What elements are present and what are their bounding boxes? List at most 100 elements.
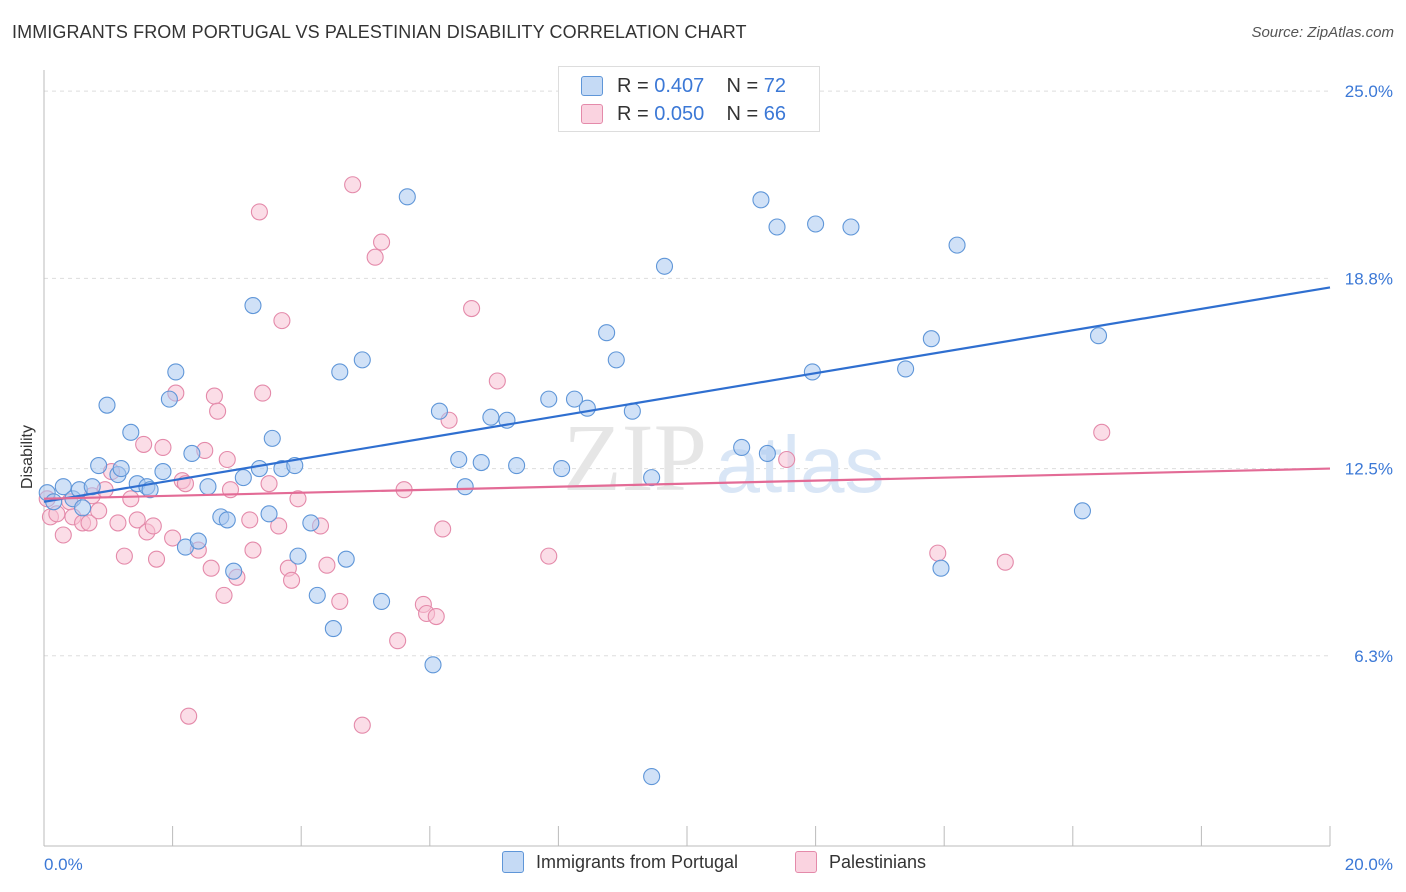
portugal-point: [456, 478, 474, 496]
legend-item-portugal[interactable]: Immigrants from Portugal: [502, 851, 738, 873]
portugal-point: [244, 296, 262, 315]
palestinians-point: [254, 384, 272, 402]
palestinians-point: [90, 502, 108, 520]
legend-swatch-palestinians: [795, 851, 817, 873]
portugal-point: [768, 218, 786, 236]
portugal-point: [218, 511, 236, 529]
portugal-point: [508, 456, 526, 475]
y-tick-label: 12.5%: [1345, 460, 1393, 479]
portugal-point: [263, 429, 281, 447]
palestinians-point: [154, 438, 172, 456]
portugal-point: [450, 450, 468, 469]
portugal-point: [807, 215, 825, 233]
palestinians-point: [164, 529, 182, 547]
palestinians-point: [218, 450, 236, 469]
palestinians-point: [283, 571, 301, 589]
palestinians-point: [109, 514, 127, 532]
portugal-r-value: 0.407: [654, 74, 705, 97]
axes: [43, 70, 1331, 847]
palestinians-swatch: [581, 104, 603, 124]
portugal-point: [430, 402, 448, 420]
portugal-point: [160, 390, 178, 408]
portugal-n-value: 72: [763, 74, 787, 97]
portugal-point: [1089, 327, 1108, 345]
portugal-point: [189, 532, 207, 550]
palestinians-point: [463, 299, 481, 318]
palestinians-point: [344, 176, 362, 194]
portugal-point: [260, 505, 278, 523]
stats-legend: R = 0.407 N = 72 R = 0.050 N = 66: [558, 66, 820, 132]
portugal-point: [234, 469, 252, 487]
portugal-point: [289, 547, 307, 565]
legend-label-portugal: Immigrants from Portugal: [536, 851, 739, 872]
portugal-point: [308, 586, 326, 604]
legend-swatch-portugal: [502, 851, 524, 873]
y-tick-label: 18.8%: [1345, 269, 1393, 288]
portugal-point: [112, 460, 130, 478]
portugal-point: [250, 460, 268, 478]
palestinians-point: [488, 372, 506, 390]
palestinians-point: [434, 520, 452, 538]
palestinians-point: [180, 707, 198, 725]
palestinians-r-label: R =: [617, 102, 649, 125]
portugal-point: [607, 351, 625, 369]
portugal-point: [424, 656, 442, 674]
portugal-n-label: N =: [726, 74, 759, 97]
portugal-point: [655, 257, 674, 275]
palestinians-point: [331, 592, 349, 610]
palestinians-point: [147, 550, 166, 568]
portugal-point: [842, 218, 860, 236]
palestinians-point: [135, 435, 153, 453]
palestinians-point: [273, 312, 291, 330]
palestinians-point: [929, 544, 947, 562]
portugal-point: [578, 399, 596, 417]
palestinians-point: [353, 716, 371, 734]
portugal-point: [553, 460, 571, 478]
stats-row-portugal: R = 0.407 N = 72: [581, 74, 787, 98]
portugal-point: [643, 469, 661, 487]
legend-label-palestinians: Palestinians: [829, 851, 927, 872]
palestinians-point: [373, 233, 391, 251]
palestinians-point: [318, 556, 336, 574]
portugal-point: [1073, 502, 1091, 520]
legend-item-palestinians[interactable]: Palestinians: [795, 851, 926, 873]
portugal-point: [948, 236, 966, 254]
palestinians-point: [54, 526, 72, 544]
portugal-point: [752, 191, 770, 209]
palestinians-point: [80, 514, 98, 532]
portugal-point: [472, 453, 490, 472]
portugal-point: [373, 592, 391, 610]
portugal-point: [353, 351, 371, 369]
palestinians-n-label: N =: [726, 102, 759, 125]
palestinians-point: [270, 517, 288, 535]
palestinians-point: [366, 248, 384, 266]
y-tick-label: 6.3%: [1354, 647, 1393, 666]
palestinians-n-value: 66: [763, 102, 787, 125]
portugal-point: [90, 456, 108, 475]
watermark-atlas: atlas: [716, 420, 885, 509]
portugal-point: [167, 363, 185, 381]
portugal-point: [331, 363, 349, 381]
x-tick-label-max: 20.0%: [1345, 855, 1393, 874]
palestinians-point: [128, 511, 146, 529]
portugal-point: [922, 330, 940, 348]
palestinians-point: [215, 586, 233, 604]
chart-title: IMMIGRANTS FROM PORTUGAL VS PALESTINIAN …: [12, 22, 747, 42]
palestinians-point: [540, 547, 558, 565]
palestinians-point: [241, 511, 259, 529]
palestinians-point: [996, 553, 1014, 571]
portugal-trend-line: [43, 286, 1331, 503]
portugal-point: [183, 444, 201, 463]
portugal-point: [337, 550, 355, 568]
portugal-point: [154, 463, 172, 481]
portugal-point: [897, 360, 915, 378]
palestinians-point: [260, 475, 278, 493]
portugal-swatch: [581, 76, 603, 96]
palestinians-point: [289, 490, 307, 508]
portugal-point: [122, 423, 140, 441]
watermark-zip: ZIP: [563, 404, 707, 511]
portugal-point: [324, 620, 342, 638]
palestinians-point: [209, 402, 227, 420]
portugal-point: [74, 499, 92, 517]
palestinians-point: [778, 450, 796, 469]
